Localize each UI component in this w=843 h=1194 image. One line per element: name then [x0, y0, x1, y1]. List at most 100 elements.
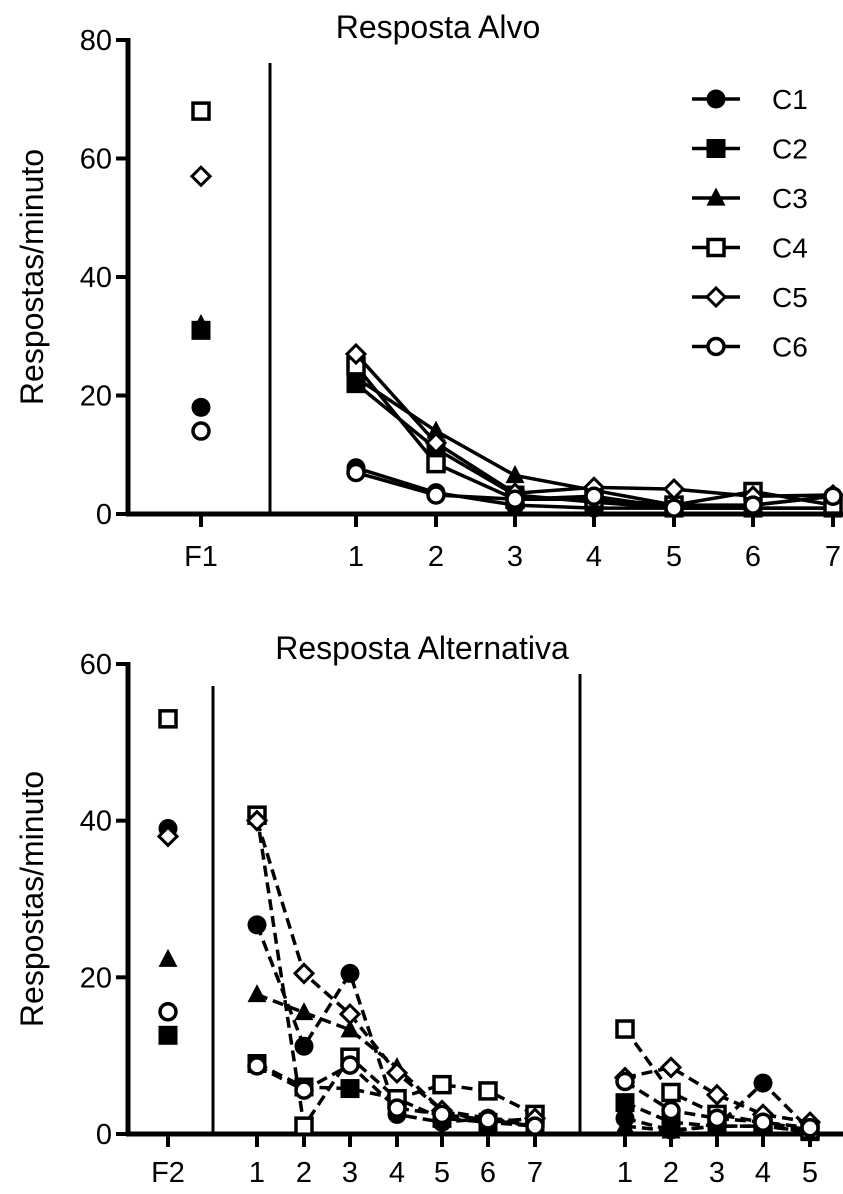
x-tick-label-top: 3 — [507, 541, 523, 573]
data-point — [247, 915, 267, 935]
data-point — [823, 486, 843, 506]
chart-title-bottom: Resposta Alternativa — [275, 630, 569, 666]
y-tick-label-top: 0 — [96, 499, 112, 531]
data-point — [426, 453, 446, 474]
data-point — [340, 1055, 360, 1075]
data-point — [662, 477, 686, 501]
data-point — [292, 962, 316, 985]
legend-marker — [706, 89, 726, 109]
data-point — [426, 485, 446, 505]
data-point — [664, 498, 684, 518]
baseline-point — [189, 165, 213, 188]
legend-label: C2 — [772, 134, 808, 165]
legend-label: C5 — [772, 282, 808, 313]
data-point — [338, 1003, 362, 1026]
data-point — [247, 984, 267, 1003]
x-tick-label-bottom: 7 — [527, 1157, 543, 1189]
data-point — [346, 367, 366, 386]
legend: C1 C2 C3 C4 C5 C6 — [692, 84, 808, 363]
y-tick-label-top: 40 — [80, 262, 112, 294]
data-point — [346, 462, 366, 483]
data-point — [661, 1120, 681, 1139]
data-point — [584, 486, 604, 506]
data-point — [705, 1083, 729, 1106]
x-tick-label-top: 1 — [348, 541, 364, 573]
series-line — [624, 1080, 811, 1130]
data-point — [426, 420, 446, 439]
y-tick-label-top: 60 — [80, 144, 112, 176]
data-point — [743, 495, 763, 515]
y-tick-label-top: 80 — [80, 25, 112, 57]
baseline-point — [191, 421, 211, 441]
data-point — [432, 1074, 452, 1095]
data-point — [294, 1080, 314, 1100]
y-tick-label-top: 20 — [80, 381, 112, 413]
data-point — [294, 1116, 314, 1136]
data-point — [344, 342, 368, 366]
panel-top: Resposta Alvo Respostas/minuto 0 20 40 60 80 F1… — [14, 9, 843, 573]
x-tick-label-bottom: 3 — [709, 1157, 725, 1189]
data-point — [385, 1061, 409, 1085]
legend-marker — [706, 336, 726, 357]
y-tick-label-bottom: 40 — [80, 806, 112, 838]
baseline-point — [191, 101, 211, 121]
data-point — [387, 1098, 407, 1118]
legend-marker — [704, 285, 728, 309]
data-point — [661, 1100, 681, 1121]
chart-title-top: Resposta Alvo — [336, 9, 541, 45]
legend-label: C4 — [772, 233, 808, 264]
x-tick-label-bottom: 3 — [342, 1157, 358, 1189]
y-axis-label-top: Respostas/minuto — [14, 149, 50, 405]
data-point — [505, 465, 525, 484]
x-tick-label-bottom: 2 — [296, 1157, 312, 1189]
x-tick-label-bottom: 2 — [663, 1157, 679, 1189]
data-point — [800, 1117, 820, 1138]
data-point — [661, 1082, 681, 1103]
data-point — [753, 1112, 773, 1132]
data-point — [478, 1081, 498, 1101]
data-point — [505, 489, 525, 509]
y-tick-label-bottom: 60 — [80, 649, 112, 681]
data-point — [432, 1104, 452, 1125]
series-top-c5 — [189, 165, 843, 508]
series-bottom-c6 — [158, 1002, 820, 1138]
legend-marker — [706, 187, 726, 206]
x-tick-label-top: F1 — [184, 541, 218, 573]
x-tick-label-bottom: 6 — [480, 1157, 496, 1189]
data-point — [294, 1036, 314, 1056]
data-point — [294, 1002, 314, 1021]
data-point — [615, 1071, 635, 1092]
x-tick-label-top: 6 — [745, 541, 761, 573]
y-axis-label-bottom: Respostas/minuto — [14, 771, 50, 1027]
data-point — [340, 963, 360, 983]
legend-marker — [706, 139, 726, 158]
data-point — [424, 431, 448, 455]
series-top-c4 — [191, 101, 843, 515]
x-tick-label-bottom: 1 — [249, 1157, 265, 1189]
data-point — [615, 1093, 635, 1113]
data-point — [659, 1056, 683, 1079]
data-point — [753, 1073, 773, 1093]
legend-label: C1 — [772, 84, 808, 115]
panel-bottom: Resposta Alternativa Respostas/minuto 0 20 4… — [14, 630, 843, 1189]
x-tick-label-bottom: 4 — [755, 1157, 771, 1189]
x-tick-label-top: 2 — [428, 541, 444, 573]
y-tick-label-bottom: 0 — [96, 1119, 112, 1151]
data-point — [615, 1019, 635, 1039]
data-point — [340, 1019, 360, 1038]
x-tick-label-top: 7 — [825, 541, 841, 573]
baseline-point — [158, 709, 178, 729]
series-top-c6 — [191, 421, 843, 518]
x-tick-label-bottom: 5 — [434, 1157, 450, 1189]
data-point — [615, 1115, 635, 1134]
data-point — [247, 1056, 267, 1076]
baseline-point — [191, 313, 211, 332]
legend-label: C3 — [772, 183, 808, 214]
x-tick-label-bottom: F2 — [151, 1157, 185, 1189]
baseline-point — [156, 825, 180, 848]
legend-marker — [706, 237, 726, 258]
baseline-point — [158, 1025, 178, 1045]
baseline-point — [191, 397, 211, 417]
data-point — [340, 1079, 360, 1099]
